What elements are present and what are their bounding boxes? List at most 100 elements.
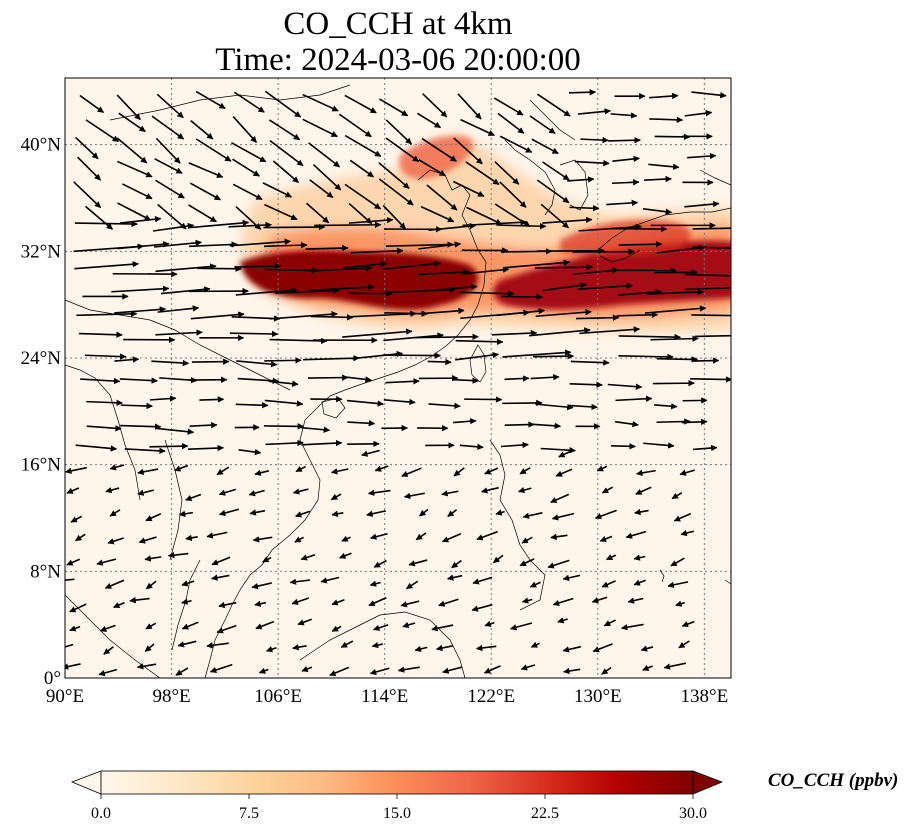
colorbar-tick-label: 7.5 (239, 805, 259, 822)
lat-tick-label: 8°N (30, 561, 61, 582)
wind-vector (419, 508, 429, 517)
wind-vector (331, 599, 345, 606)
wind-vector (501, 293, 543, 301)
wind-vector (294, 536, 304, 543)
wind-vector (540, 203, 570, 229)
wind-vector (177, 640, 197, 648)
wind-vector (342, 328, 413, 338)
wind-vector (592, 643, 613, 653)
wind-vector (229, 330, 279, 338)
wind-vector (455, 338, 504, 346)
wind-vector (189, 421, 218, 429)
wind-vector (681, 620, 695, 628)
wind-vector (75, 533, 86, 542)
wind-vector (233, 91, 265, 113)
wind-vector (656, 244, 706, 254)
wind-vector (312, 163, 342, 191)
wind-vector (552, 597, 574, 607)
wind-vector (265, 439, 304, 447)
wind-vector (206, 642, 229, 649)
wind-vector (160, 286, 211, 295)
wind-vector (232, 183, 263, 201)
wind-vector (418, 307, 465, 315)
wind-vector (345, 376, 372, 383)
wind-vector (519, 558, 535, 567)
wind-vector (495, 509, 505, 516)
wind-vector (614, 420, 639, 428)
wind-vector (155, 137, 181, 164)
wind-vector (644, 305, 707, 314)
wind-vector (447, 509, 458, 518)
wind-vector (331, 468, 349, 475)
wind-vector (175, 667, 189, 676)
wind-vector (601, 666, 612, 675)
wind-vector (521, 597, 533, 604)
wind-vector (453, 467, 465, 477)
wind-vector (119, 377, 158, 384)
wind-vector (371, 641, 383, 649)
wind-vector (550, 533, 568, 540)
coastline-segment (724, 579, 731, 585)
wind-vector (423, 283, 478, 292)
wind-vector (574, 159, 610, 167)
wind-vector (642, 664, 653, 671)
wind-vector (150, 395, 177, 402)
lon-tick-label: 106°E (254, 686, 302, 707)
wind-vector (621, 623, 644, 631)
wind-vector (457, 93, 482, 120)
coastline-segment (699, 169, 731, 186)
wind-vector (308, 283, 375, 292)
wind-vector (415, 532, 427, 541)
wind-vector (607, 383, 643, 390)
wind-vector (569, 381, 603, 388)
wind-vector (422, 93, 448, 118)
wind-vector (348, 202, 373, 225)
wind-vector (491, 329, 538, 337)
wind-vector (252, 536, 273, 543)
wind-vector (137, 489, 155, 496)
wind-vector (107, 537, 124, 545)
wind-vector (618, 288, 662, 296)
wind-vector (691, 91, 727, 99)
wind-vector (633, 579, 646, 586)
wind-vector (340, 640, 354, 649)
wind-vector (551, 512, 575, 521)
wind-vector (264, 399, 304, 407)
wind-vector (484, 467, 499, 475)
wind-vector (644, 175, 672, 183)
wind-vector (178, 510, 194, 517)
wind-vector (451, 559, 462, 569)
wind-vector (578, 282, 633, 290)
coastline-segment (261, 395, 331, 566)
wind-vector (255, 620, 275, 630)
wind-vector (181, 598, 192, 605)
wind-vector (382, 260, 441, 270)
wind-vector (289, 578, 311, 585)
colorbar-body (100, 770, 694, 795)
wind-vector (78, 331, 123, 338)
wind-vector (547, 559, 570, 569)
wind-vector (418, 241, 462, 250)
wind-vector (301, 665, 313, 672)
wind-vector (79, 94, 105, 114)
wind-vector (109, 464, 125, 471)
wind-vector (663, 662, 687, 670)
wind-vector (402, 621, 416, 629)
wind-vector (373, 559, 387, 568)
wind-vector (167, 551, 189, 559)
wind-vector (118, 112, 146, 133)
wind-vector (610, 112, 638, 119)
wind-vector (138, 536, 157, 544)
coastline-segment (597, 207, 731, 251)
wind-vector (301, 439, 343, 447)
wind-vector (120, 402, 153, 410)
wind-vector (502, 349, 572, 358)
wind-vector (618, 353, 674, 361)
wind-vector (459, 443, 484, 451)
wind-vector (447, 574, 463, 581)
wind-vector (414, 645, 428, 653)
wind-vector (232, 158, 260, 177)
wind-vector (264, 203, 298, 221)
wind-vector (618, 333, 681, 341)
colorbar-tick-label: 22.5 (531, 805, 559, 822)
